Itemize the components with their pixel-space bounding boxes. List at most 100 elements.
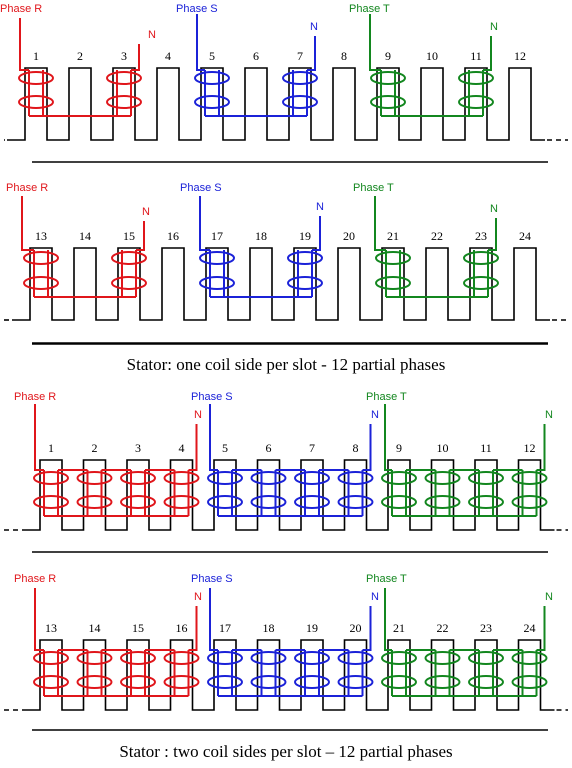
neutral-lead [362, 606, 372, 651]
coil-loop [375, 251, 411, 265]
phase-t-label: Phase T [353, 182, 394, 194]
coil-loop [33, 471, 69, 485]
neutral-label: N [371, 591, 379, 603]
neutral-lead [536, 424, 546, 471]
slot-number: 13 [45, 621, 57, 635]
coil-loop [163, 675, 200, 689]
coil-loop [199, 251, 235, 265]
slot-number: 21 [393, 621, 405, 635]
slot-number: 16 [176, 621, 188, 635]
coil-loop [250, 651, 287, 665]
coil-loop [207, 471, 243, 485]
neutral-lead [136, 221, 145, 251]
coil-loop [282, 95, 318, 109]
coil-loop [370, 95, 406, 109]
coil-loop [511, 495, 548, 509]
coil-loop [76, 651, 113, 665]
phase-r-lead [34, 588, 44, 651]
coil-loop [381, 675, 417, 689]
stator-teeth-outline [22, 639, 555, 711]
slot-number: 6 [266, 441, 272, 455]
slot-number: 15 [132, 621, 144, 635]
coil-loop [163, 471, 200, 485]
neutral-label: N [490, 203, 498, 215]
neutral-lead [131, 44, 140, 71]
coil-loop [120, 675, 156, 689]
slot-number: 3 [121, 49, 127, 63]
panel-one-coil-lower: Phase R Phase S Phase T [6, 182, 394, 194]
coil-loop [111, 251, 147, 265]
phase-s-label: Phase S [191, 391, 233, 403]
slot-number: 22 [437, 621, 449, 635]
coil-loop [294, 675, 330, 689]
slot-number: 14 [79, 229, 91, 243]
coil-loop [468, 495, 504, 509]
coil-loop [76, 471, 113, 485]
slot-number: 5 [209, 49, 215, 63]
neutral-label: N [545, 591, 553, 603]
phase-r-label: Phase R [14, 391, 56, 403]
slot-number: 9 [396, 441, 402, 455]
coil-loop [294, 651, 330, 665]
coil-loop [250, 675, 287, 689]
coil-loop [468, 675, 504, 689]
slot-number: 18 [255, 229, 267, 243]
caption-one-coil-side: Stator: one coil side per slot - 12 part… [127, 355, 446, 374]
neutral-label: N [490, 21, 498, 33]
slot-number: 18 [263, 621, 275, 635]
coil-loop [18, 95, 54, 109]
coil-loop [294, 495, 330, 509]
coil-loop [76, 495, 113, 509]
slot-number: 5 [222, 441, 228, 455]
phase-r-label: Phase R [0, 3, 42, 15]
coil-loop [511, 471, 548, 485]
slot-number: 19 [306, 621, 318, 635]
coil-loop [424, 675, 461, 689]
neutral-label: N [545, 409, 553, 421]
coil-loop [458, 71, 494, 85]
phase-t-lead [374, 196, 386, 251]
coil-loop [511, 651, 548, 665]
slot-number: 22 [431, 229, 443, 243]
coil-loop [194, 71, 230, 85]
coil-loop [250, 471, 287, 485]
coil-loop [424, 471, 461, 485]
slot-number: 16 [167, 229, 179, 243]
slot-number: 7 [309, 441, 315, 455]
stator-panel-3: 1 2 3 4 5 6 7 8 9 10 11 12N N N [4, 404, 568, 553]
slot-number: 15 [123, 229, 135, 243]
stator-teeth-outline [7, 67, 545, 141]
stator-panel-4: 13 14 15 16 17 18 19 20 21 22 23 24 N N N [4, 588, 568, 711]
slot-number: 21 [387, 229, 399, 243]
neutral-label: N [316, 201, 324, 213]
phase-r-lead [34, 404, 44, 471]
slot-number: 20 [350, 621, 362, 635]
slot-number: 17 [219, 621, 231, 635]
phase-r-lead [19, 18, 29, 71]
coil-loop [111, 276, 147, 290]
phase-t-lead [369, 14, 381, 71]
stator-teeth-outline [22, 459, 555, 531]
coil-loop [106, 71, 142, 85]
neutral-lead [536, 606, 546, 651]
coil-loop [375, 276, 411, 290]
phase-s-lead [199, 196, 210, 251]
coil-loop [207, 495, 243, 509]
coil-loop [337, 495, 374, 509]
caption-two-coil-sides: Stator : two coil sides per slot – 12 pa… [119, 742, 452, 761]
panel-one-coil-upper: Phase R Phase S Phase T [0, 3, 390, 15]
stator-panel-2: 13 14 15 16 17 18 19 20 21 22 23 24 N N N [4, 196, 568, 344]
coil-loop [381, 471, 417, 485]
neutral-lead [312, 216, 321, 251]
coil-loop [468, 471, 504, 485]
coil-loop [207, 651, 243, 665]
stator-teeth-outline [12, 247, 550, 321]
phase-t-lead [384, 404, 392, 471]
slot-number: 1 [33, 49, 39, 63]
coil-loop [207, 675, 243, 689]
slot-number: 10 [437, 441, 449, 455]
coil-loop [106, 95, 142, 109]
coil-loop [463, 276, 499, 290]
coil-loop [76, 675, 113, 689]
